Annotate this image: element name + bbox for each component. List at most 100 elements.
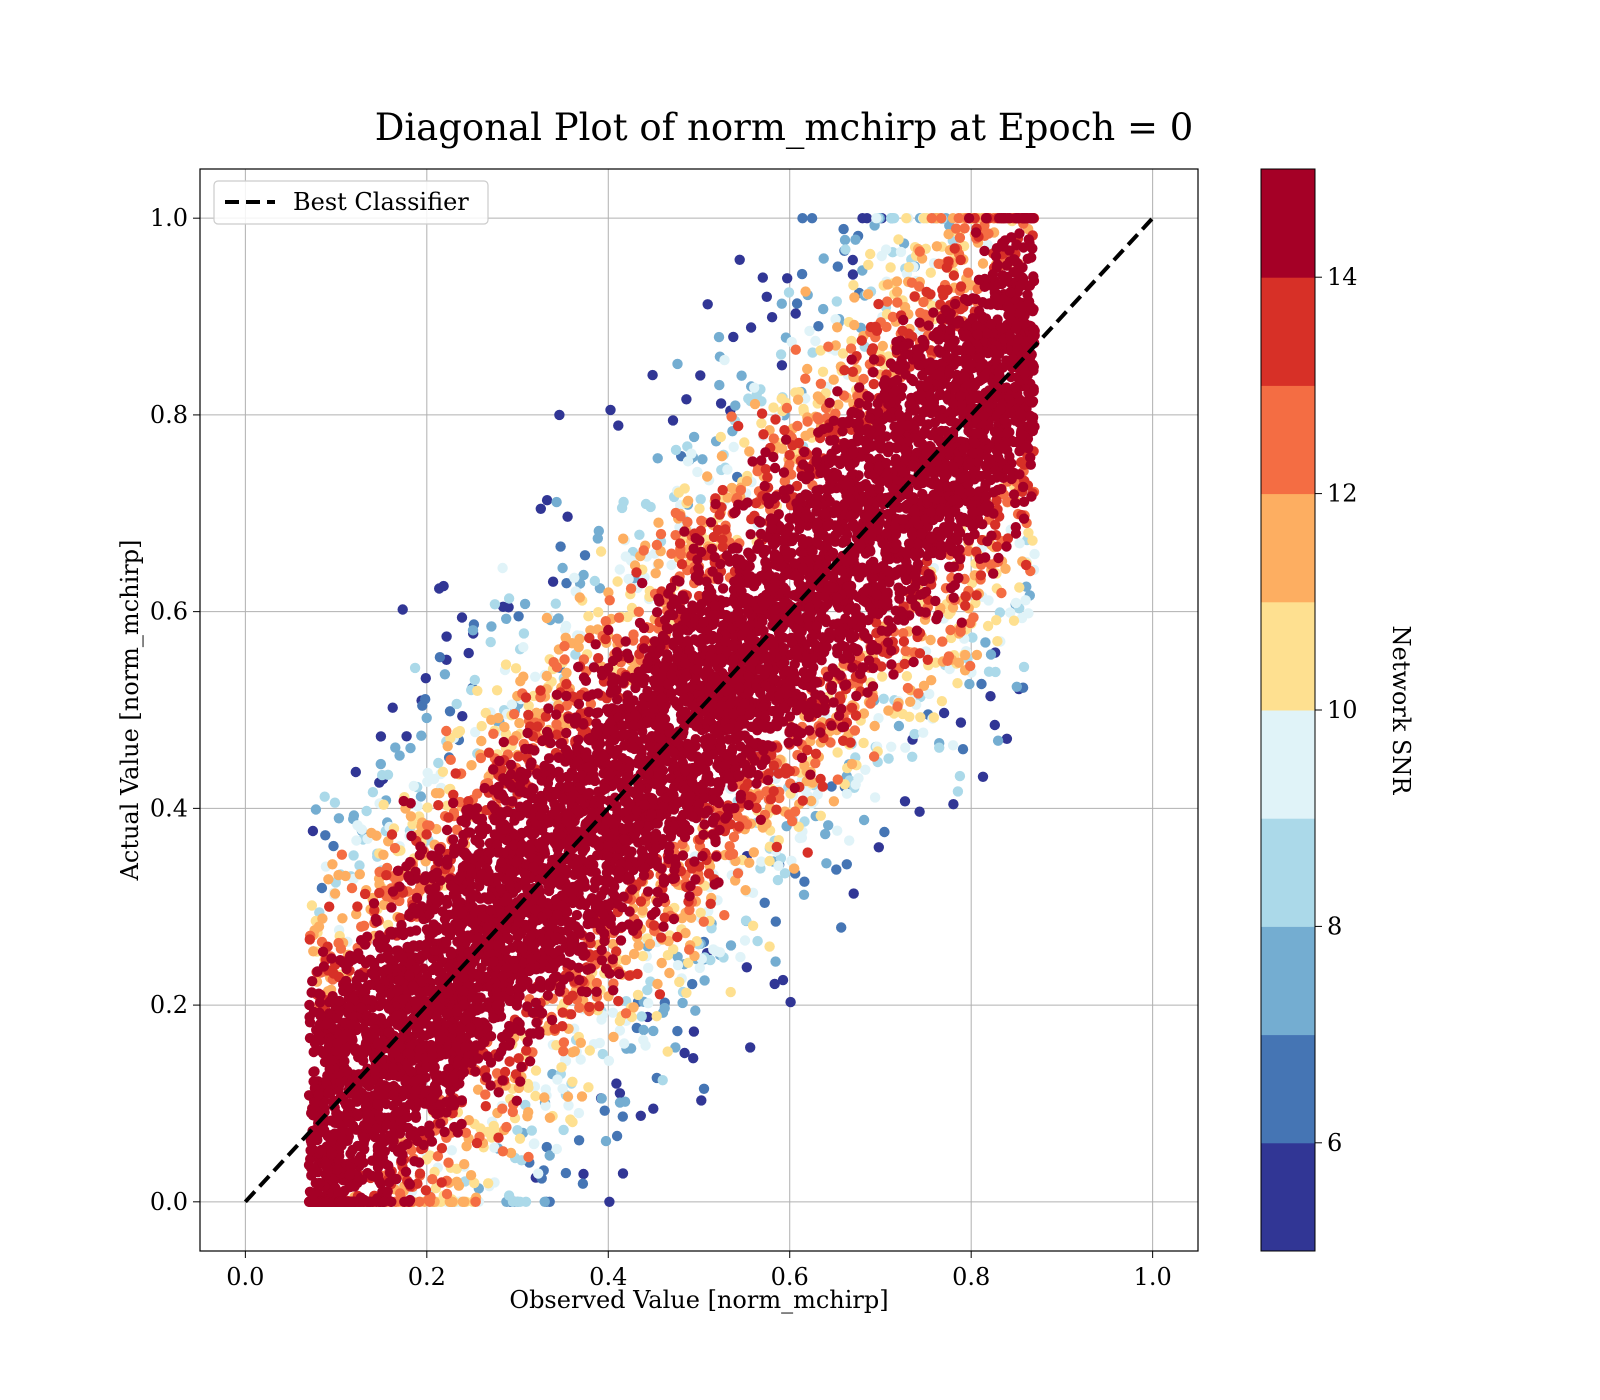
scatter-point [694, 503, 705, 514]
scatter-point [444, 706, 456, 717]
scatter-point [584, 1001, 595, 1013]
scatter-point [724, 841, 735, 852]
scatter-point [576, 1091, 588, 1102]
scatter-point [508, 735, 519, 746]
scatter-point [498, 736, 509, 748]
scatter-point [909, 291, 920, 302]
scatter-point [759, 480, 770, 492]
scatter-point [415, 791, 427, 802]
scatter-point [316, 882, 328, 894]
scatter-point [500, 659, 512, 670]
scatter-point [777, 974, 789, 986]
scatter-point [436, 1143, 448, 1154]
scatter-point [530, 1065, 542, 1076]
scatter-point [594, 583, 606, 594]
scatter-point [485, 636, 496, 648]
scatter-point [749, 382, 760, 393]
scatter-point [386, 829, 398, 840]
scatter-point [848, 280, 859, 291]
scatter-point [728, 441, 739, 453]
scatter-point [769, 978, 780, 990]
scatter-point [837, 348, 849, 359]
scatter-point [546, 1014, 558, 1026]
scatter-point [575, 1054, 586, 1065]
scatter-point [797, 213, 808, 224]
scatter-point [857, 213, 868, 224]
scatter-point [503, 593, 515, 604]
scatter-point [786, 336, 797, 348]
scatter-point [776, 298, 787, 309]
scatter-point [405, 742, 416, 754]
scatter-point [519, 598, 531, 610]
scatter-point [1008, 615, 1020, 626]
scatter-point [352, 820, 363, 831]
scatter-point [955, 281, 967, 292]
scatter-point [433, 757, 444, 769]
scatter-point [557, 1007, 568, 1018]
scatter-point [667, 415, 679, 426]
scatter-point [651, 539, 663, 551]
scatter-point [688, 1053, 699, 1064]
scatter-point [420, 694, 431, 705]
scatter-point [847, 254, 858, 266]
scatter-point [319, 791, 330, 802]
scatter-point [359, 888, 371, 900]
scatter-point [796, 752, 808, 763]
scatter-point [620, 954, 632, 966]
scatter-point [903, 262, 914, 273]
scatter-point [486, 621, 497, 632]
scatter-point [374, 887, 385, 899]
scatter-point [558, 1037, 570, 1048]
scatter-point [979, 245, 990, 257]
scatter-point [705, 898, 716, 909]
scatter-point [955, 254, 966, 266]
scatter-point [659, 1002, 670, 1014]
scatter-point [695, 370, 706, 381]
scatter-point [799, 876, 810, 887]
scatter-point [340, 870, 351, 882]
scatter-point [461, 1141, 472, 1152]
scatter-point [824, 397, 835, 408]
chart-title: Diagonal Plot of norm_mchirp at Epoch = … [375, 106, 1194, 150]
scatter-point [748, 847, 759, 858]
scatter-point [406, 830, 417, 842]
scatter-point [466, 760, 477, 771]
scatter-point [456, 612, 468, 623]
scatter-point [306, 900, 318, 911]
scatter-point [936, 696, 948, 707]
scatter-point [573, 1107, 585, 1119]
scatter-point [623, 573, 634, 585]
scatter-point [891, 276, 903, 287]
scatter-point [924, 688, 935, 700]
scatter-point [569, 1046, 580, 1057]
scatter-point [745, 1042, 756, 1053]
scatter-point [348, 850, 359, 861]
scatter-point [620, 551, 631, 562]
scatter-point [612, 576, 623, 587]
scatter-point [965, 660, 976, 672]
scatter-point [735, 484, 746, 496]
scatter-point [597, 1048, 608, 1060]
scatter-point [770, 956, 781, 967]
scatter-point [980, 637, 991, 648]
scatter-point [860, 764, 871, 775]
scatter-point [603, 624, 614, 636]
scatter-point [719, 354, 730, 366]
scatter-point [756, 418, 767, 429]
scatter-point [813, 321, 824, 332]
scatter-point [733, 420, 744, 432]
scatter-point [585, 625, 596, 636]
scatter-point [622, 611, 633, 623]
scatter-point [560, 632, 571, 643]
scatter-point [745, 322, 757, 333]
scatter-point [847, 269, 859, 280]
scatter-point [642, 984, 653, 996]
scatter-point [994, 607, 1006, 618]
scatter-point [577, 1178, 589, 1189]
scatter-point [719, 910, 730, 921]
scatter-point [445, 754, 456, 765]
scatter-point [1023, 527, 1034, 538]
scatter-point [971, 590, 982, 601]
scatter-point [926, 675, 937, 686]
